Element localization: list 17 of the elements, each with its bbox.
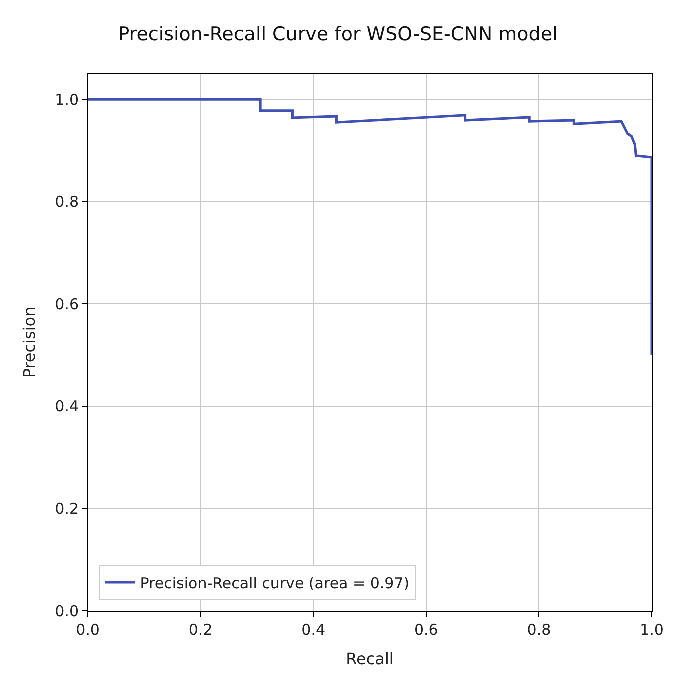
legend-label: Precision-Recall curve (area = 0.97) [140,574,410,592]
line-series [88,98,652,357]
y-tick-label: 0.6 [55,295,79,314]
x-tick-label: 0.6 [414,621,438,639]
x-tick-label: 0.8 [527,621,552,639]
x-axis-title: Recall [346,650,394,669]
x-tick-label: 1.0 [640,621,664,639]
x-tick-label: 0.0 [76,621,100,639]
chart-title: Precision-Recall Curve for WSO-SE-CNN model [118,23,558,46]
y-axis-title: Precision [20,306,40,378]
y-tick-label: 0.4 [55,398,79,416]
y-tick-label: 0.8 [55,193,79,212]
y-tick-label: 0.2 [55,500,79,518]
y-tick-label: 0.0 [55,602,79,620]
x-tick-label: 0.4 [302,621,326,639]
y-tick-label: 1.0 [55,90,79,109]
x-tick-label: 0.2 [188,621,213,639]
